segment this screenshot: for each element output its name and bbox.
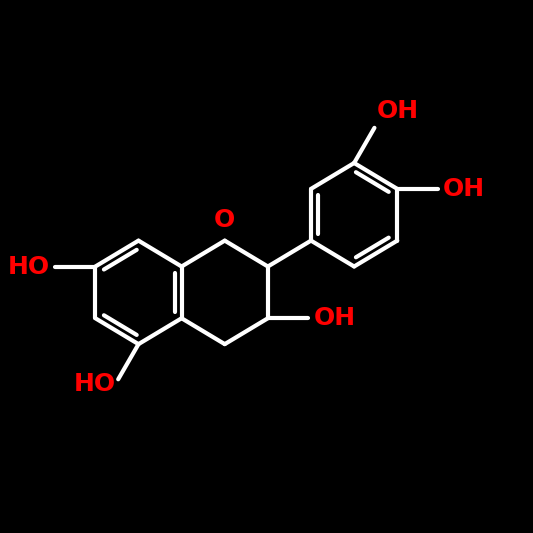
Text: OH: OH — [443, 177, 485, 201]
Text: HO: HO — [74, 372, 116, 395]
Text: HO: HO — [7, 254, 50, 279]
Text: OH: OH — [313, 306, 356, 330]
Text: O: O — [214, 208, 236, 232]
Text: OH: OH — [377, 100, 419, 124]
